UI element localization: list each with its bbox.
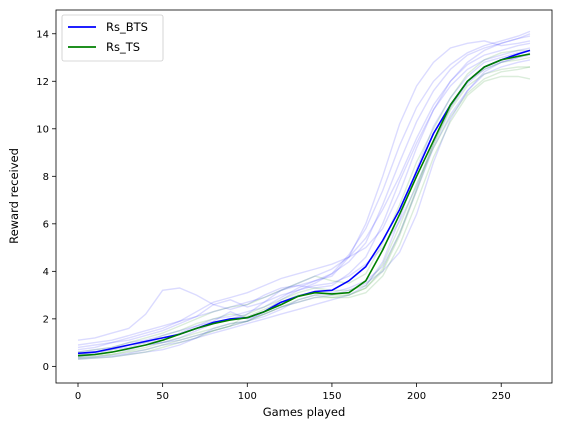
- x-tick-label: 150: [322, 391, 341, 402]
- y-tick-label: 2: [43, 314, 49, 325]
- run-line-green-2: [77, 66, 531, 358]
- plot-area: [56, 10, 552, 383]
- run-line-blue-9: [77, 52, 531, 357]
- x-tick-label: 100: [238, 391, 257, 402]
- y-axis-ticks: 0 2 4 6 8 10 12 14: [36, 29, 56, 373]
- y-tick-label: 10: [36, 124, 49, 135]
- y-tick-label: 4: [43, 267, 49, 278]
- run-line-blue-8: [77, 42, 531, 346]
- legend: Rs_BTS Rs_TS: [61, 14, 164, 62]
- x-tick-label: 200: [407, 391, 426, 402]
- x-tick-label: 50: [156, 391, 169, 402]
- y-tick-label: 8: [43, 172, 49, 183]
- plot-frame: [55, 9, 553, 384]
- x-tick-label: 250: [492, 391, 511, 402]
- run-line-blue-2: [77, 33, 531, 349]
- run-line-blue-0: [77, 40, 531, 341]
- series-lines: [77, 49, 531, 357]
- run-line-blue-4: [77, 30, 531, 353]
- run-line-green-0: [77, 66, 530, 360]
- run-line-blue-7: [77, 49, 531, 359]
- run-line-blue-1: [77, 47, 531, 358]
- y-tick-label: 0: [43, 362, 49, 373]
- y-axis-label: Reward received: [7, 148, 21, 244]
- run-line-blue-3: [77, 54, 531, 360]
- legend-label-rs-bts: Rs_BTS: [106, 20, 148, 34]
- y-tick-label: 14: [36, 29, 49, 40]
- run-line-green-1: [77, 49, 530, 353]
- y-tick-label: 12: [36, 77, 49, 88]
- run-line-blue-5: [77, 59, 531, 356]
- legend-label-rs-ts: Rs_TS: [106, 40, 140, 54]
- x-axis-label: Games played: [263, 405, 346, 419]
- run-line-blue-6: [77, 35, 531, 351]
- y-tick-label: 6: [43, 219, 49, 230]
- x-axis-ticks: 0 50 100 150 200 250: [75, 383, 511, 402]
- run-line-green-4: [77, 75, 531, 359]
- series-line-rs-ts: [77, 53, 531, 357]
- x-tick-label: 0: [75, 391, 81, 402]
